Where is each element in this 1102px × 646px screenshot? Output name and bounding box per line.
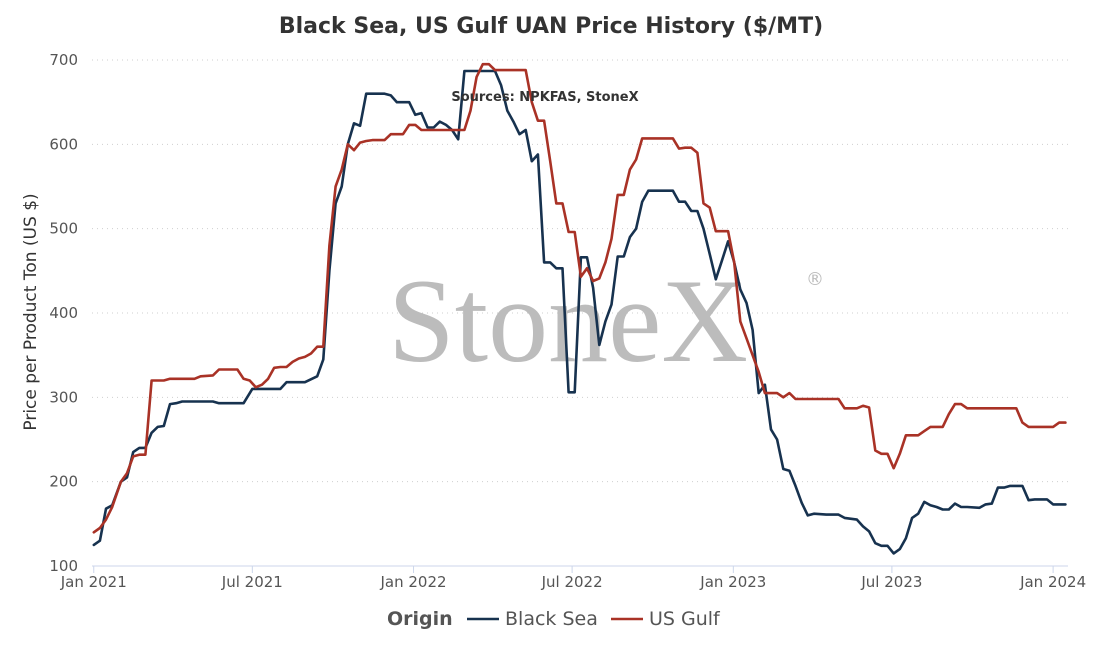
x-tick-label-4: Jan 2023 — [699, 573, 766, 591]
legend: Origin Black Sea US Gulf — [387, 608, 721, 630]
x-tick-label-6: Jan 2024 — [1019, 573, 1086, 591]
y-tick-label-600: 600 — [49, 135, 78, 153]
legend-title: Origin — [387, 608, 453, 630]
x-tick-label-0: Jan 2021 — [60, 573, 127, 591]
x-axis-ticks: Jan 2021 Jul 2021 Jan 2022 Jul 2022 Jan 2023… — [60, 566, 1086, 591]
source-note: Sources: NPKFAS, StoneX — [451, 90, 638, 105]
registered-mark: ® — [806, 269, 824, 290]
y-tick-label-400: 400 — [49, 304, 78, 322]
y-tick-label-300: 300 — [49, 388, 78, 406]
y-tick-label-700: 700 — [49, 51, 78, 69]
y-tick-label-200: 200 — [49, 473, 78, 491]
series-line-us-gulf[interactable] — [92, 62, 1067, 534]
legend-label-us-gulf[interactable]: US Gulf — [649, 608, 721, 630]
y-tick-label-100: 100 — [49, 557, 78, 575]
series-lines — [92, 62, 1067, 555]
y-axis-title: Price per Product Ton (US $) — [21, 193, 41, 430]
legend-label-black-sea[interactable]: Black Sea — [505, 608, 598, 630]
y-axis-ticks: 100 200 300 400 500 600 700 — [49, 51, 78, 575]
x-tick-label-1: Jul 2021 — [221, 573, 283, 591]
chart-title: Black Sea, US Gulf UAN Price History ($/… — [278, 14, 824, 39]
x-tick-label-3: Jul 2022 — [541, 573, 603, 591]
y-tick-label-500: 500 — [49, 220, 78, 238]
x-tick-label-2: Jan 2022 — [379, 573, 446, 591]
series-line-black-sea[interactable] — [92, 69, 1067, 555]
x-tick-label-5: Jul 2023 — [860, 573, 922, 591]
